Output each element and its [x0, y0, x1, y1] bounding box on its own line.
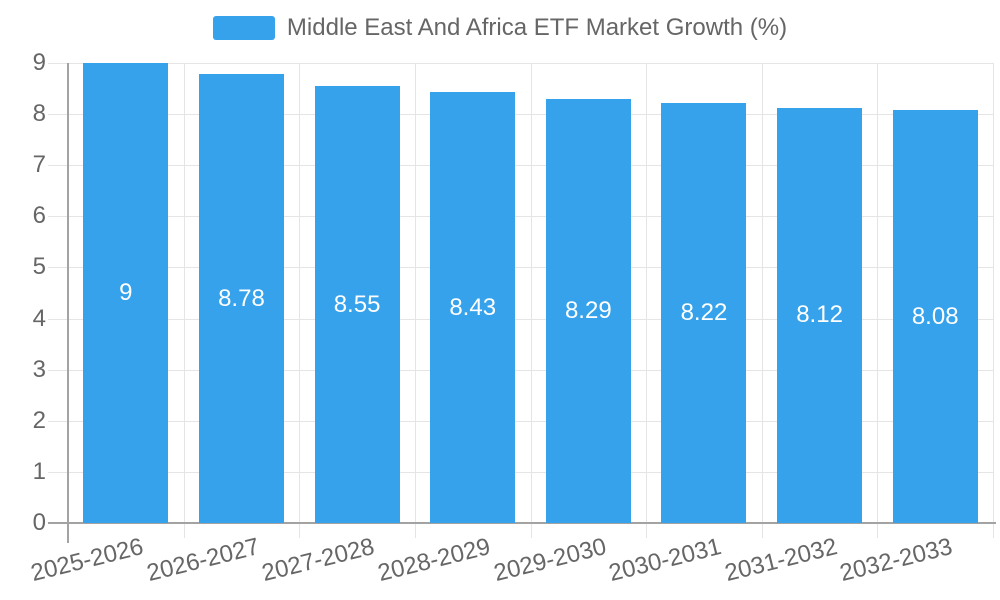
y-tick-label: 5	[32, 253, 46, 281]
bar-value-label: 8.43	[449, 293, 497, 321]
chart-legend[interactable]: Middle East And Africa ETF Market Growth…	[0, 14, 1000, 42]
x-tick-label: 2031-2032	[721, 533, 840, 587]
legend-swatch-icon	[212, 16, 275, 40]
bar-value-label: 8.55	[333, 290, 381, 318]
y-axis-line	[67, 63, 69, 543]
y-tick-label: 6	[32, 202, 46, 230]
gridline-vertical	[299, 63, 301, 538]
gridline-vertical	[993, 63, 994, 538]
y-tick-label: 7	[32, 151, 46, 179]
gridline-horizontal	[48, 369, 993, 371]
bar[interactable]	[198, 74, 284, 523]
x-tick-label: 2026-2027	[143, 533, 262, 587]
bar[interactable]	[777, 107, 863, 523]
x-axis-line	[48, 522, 996, 524]
bar-value-label: 8.08	[911, 302, 959, 330]
y-tick-label: 9	[32, 49, 46, 76]
gridline-horizontal	[48, 420, 993, 422]
x-tick-label: 2027-2028	[259, 533, 378, 587]
gridline-horizontal	[48, 318, 993, 320]
y-tick-label: 3	[32, 355, 46, 383]
bar[interactable]	[314, 86, 400, 523]
x-tick-label: 2028-2029	[375, 533, 493, 587]
gridline-horizontal	[48, 267, 993, 269]
bar[interactable]	[545, 99, 631, 523]
x-tick-label: 2029-2030	[490, 533, 609, 587]
y-tick-label: 1	[32, 457, 46, 485]
bar-value-label: 8.22	[680, 298, 728, 326]
gridline-horizontal	[48, 165, 993, 167]
y-tick-label: 8	[32, 100, 46, 128]
x-tick-label: 2025-2026	[28, 533, 147, 587]
gridline-horizontal	[48, 216, 993, 218]
bar-value-label: 8.12	[796, 301, 843, 329]
gridline-horizontal	[48, 114, 993, 116]
bar-value-label: 8.78	[218, 284, 265, 312]
gridline-vertical	[761, 63, 763, 538]
legend-label: Middle East And Africa ETF Market Growth…	[286, 14, 788, 41]
gridline-vertical	[414, 63, 416, 538]
y-tick-label: 0	[32, 509, 46, 536]
gridline-horizontal	[48, 63, 993, 64]
x-tick-label: 2032-2033	[837, 533, 956, 587]
y-tick-label: 2	[32, 406, 46, 434]
bar[interactable]	[661, 102, 747, 523]
bar-value-label: 9	[119, 279, 133, 306]
y-tick-label: 4	[32, 304, 46, 332]
gridline-vertical	[646, 63, 648, 538]
gridline-vertical	[877, 63, 879, 538]
gridline-vertical	[530, 63, 532, 538]
x-tick-label: 2030-2031	[606, 533, 725, 587]
bar[interactable]	[83, 63, 169, 523]
gridline-vertical	[183, 63, 185, 538]
bar[interactable]	[430, 92, 516, 523]
bar-value-label: 8.29	[564, 297, 612, 325]
gridline-horizontal	[48, 471, 993, 473]
bar[interactable]	[892, 110, 978, 523]
